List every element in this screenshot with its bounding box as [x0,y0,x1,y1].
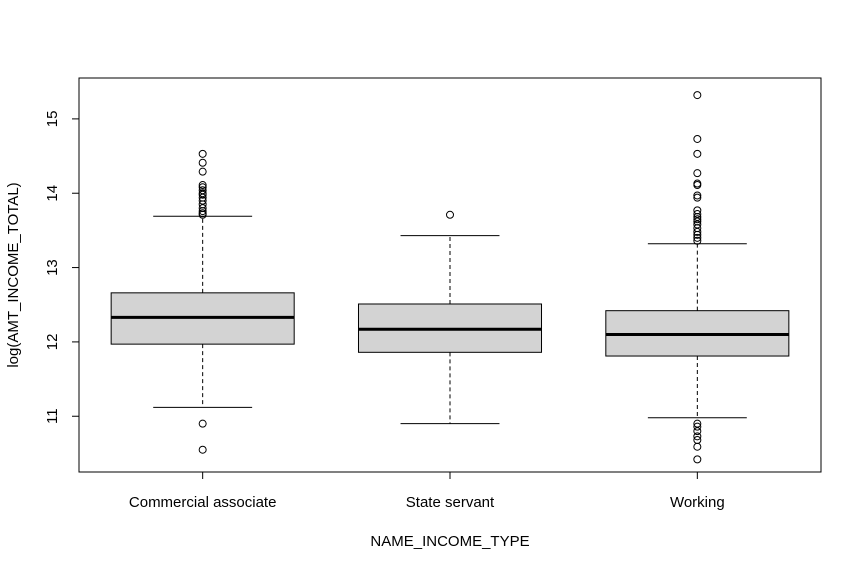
outlier-point [198,189,207,198]
outlier-point [693,206,702,215]
x-axis-label: NAME_INCOME_TYPE [370,533,529,550]
outlier-point [198,181,207,190]
outlier-point [693,422,702,431]
outlier-point [198,167,207,176]
outlier-point [693,236,702,245]
outlier-point [693,436,702,445]
outlier-point [693,432,702,441]
outlier-point [693,149,702,158]
outlier-point [198,158,207,167]
y-tick-label: 13 [44,259,61,276]
x-axis: Commercial associate State servant Working [129,471,725,511]
outlier-point [446,210,454,219]
outlier-point [198,419,207,428]
outlier-point [693,419,702,428]
boxes-layer [110,91,790,464]
y-tick-label: 15 [44,111,61,128]
outlier-point [198,209,207,218]
x-tick-label: Commercial associate [129,494,277,511]
outlier-point [198,149,207,158]
y-axis: 11 12 13 14 15 [44,111,80,424]
y-axis-label: log(AMT_INCOME_TOTAL) [5,182,22,367]
box-group [605,91,790,464]
outlier-point [693,455,702,464]
outlier-point [693,442,702,451]
outlier-point [693,191,702,200]
outlier-point [693,210,702,219]
outlier-point [198,445,207,454]
y-tick-label: 12 [44,334,61,351]
y-tick-label: 14 [44,185,61,202]
y-tick-label: 11 [44,408,61,424]
outlier-point [693,215,702,224]
x-tick-label: State servant [406,494,495,511]
outlier-point [693,91,702,100]
outlier-point [693,233,702,242]
outlier-point [693,134,702,143]
box-group [357,210,543,425]
outlier-point [693,169,702,178]
outlier-point [198,186,207,195]
box-group [110,149,295,454]
outlier-point [198,183,207,192]
outlier-point [693,179,702,188]
outlier-point [693,193,702,202]
x-tick-label: Working [670,494,725,511]
